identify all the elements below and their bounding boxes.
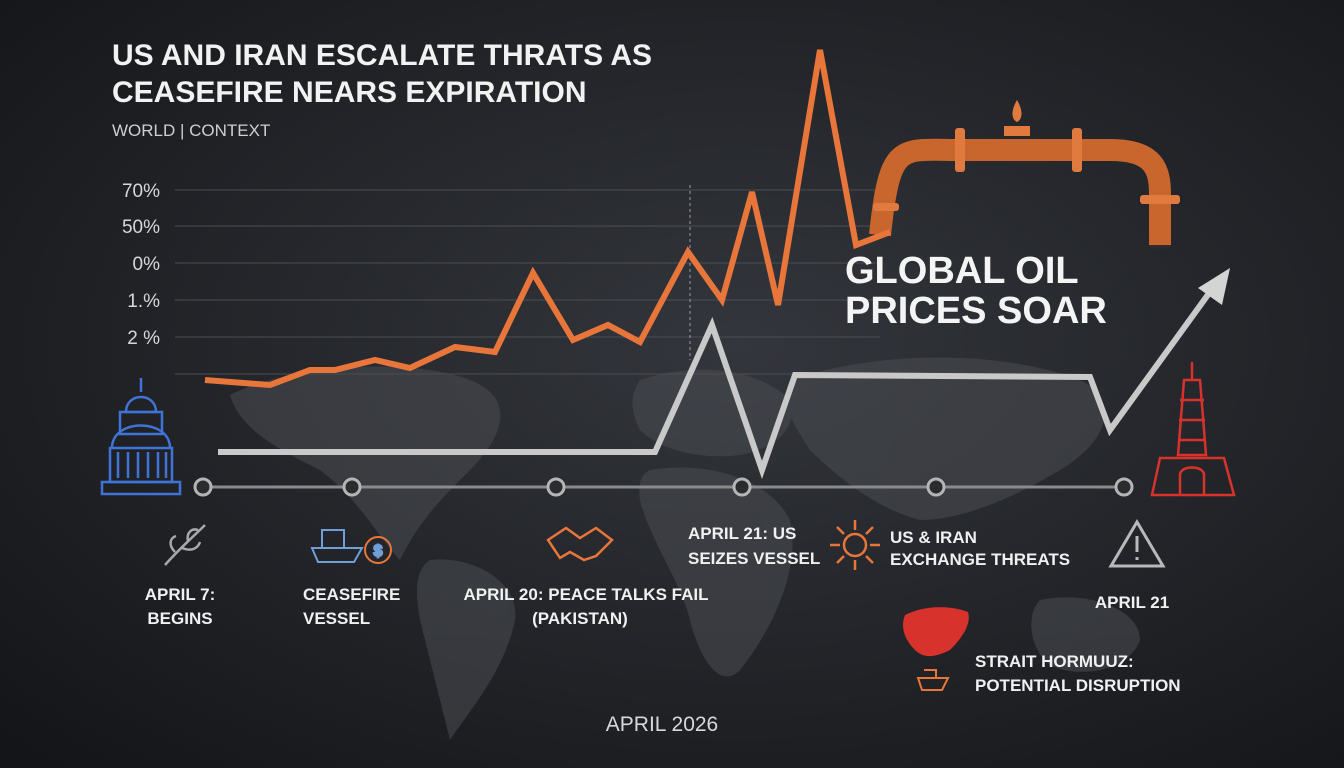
timeline-node	[546, 477, 566, 497]
asia	[786, 357, 1105, 520]
pipe-flange	[955, 128, 965, 172]
south-america	[417, 559, 516, 740]
icon-part	[321, 529, 345, 549]
headline: PRICES SOAR	[845, 290, 1107, 332]
olive-icon	[164, 524, 206, 566]
strait-label: STRAIT HORMUUZ:	[975, 652, 1134, 671]
title: CEASEFIRE NEARS EXPIRATION	[112, 76, 587, 109]
world-map	[230, 357, 1140, 740]
icon-part	[118, 410, 164, 436]
icon-part	[1176, 378, 1208, 457]
icon-part	[310, 547, 364, 563]
title: US AND IRAN ESCALATE THRATS AS	[112, 39, 652, 72]
event-label: VESSEL	[303, 609, 370, 628]
burst-icon	[830, 520, 880, 570]
pipe-flange	[873, 203, 899, 211]
axis-label: 70%	[122, 181, 160, 202]
axis-label: 0%	[133, 254, 161, 275]
axis-label: 1.%	[127, 291, 160, 312]
africa	[639, 467, 793, 677]
icon-part	[364, 536, 392, 564]
icon-part	[1150, 456, 1236, 497]
ship-icon: $	[310, 529, 392, 564]
icon-part	[842, 532, 868, 558]
north-america	[230, 366, 501, 560]
arrow-head	[1198, 268, 1230, 305]
axis-label: 50%	[122, 217, 160, 238]
pipe-valve	[1004, 126, 1030, 136]
event-label: EXCHANGE THREATS	[890, 550, 1070, 569]
tension-line	[218, 283, 1218, 480]
warning-icon	[1108, 519, 1166, 568]
icon-symbol: $	[374, 543, 383, 560]
timeline-node	[1114, 477, 1134, 497]
icon-part	[110, 424, 172, 449]
event-label: SEIZES VESSEL	[688, 549, 820, 568]
event-label: APRIL 7:	[145, 585, 216, 604]
pipe-flange	[1140, 195, 1180, 204]
axis-label: 2 %	[127, 328, 160, 349]
pipeline	[869, 100, 1180, 250]
icon-part	[1108, 519, 1166, 568]
event-label: BEGINS	[147, 609, 212, 628]
oil-price-line	[204, 49, 892, 389]
event-label: APRIL 20: PEACE TALKS FAIL	[464, 585, 709, 604]
footer: APRIL 2026	[606, 713, 718, 736]
subtitle: WORLD | CONTEXT	[112, 121, 270, 140]
event-icons: $	[164, 519, 1166, 691]
strait-map	[903, 607, 969, 657]
event-label: (PAKISTAN)	[532, 609, 628, 628]
timeline-node	[732, 477, 752, 497]
flame	[1012, 100, 1022, 122]
pipe-fade	[1150, 200, 1170, 250]
timeline-node	[342, 477, 362, 497]
icon-part	[1178, 466, 1206, 495]
capitol-icon	[100, 378, 182, 496]
icon-part	[116, 452, 168, 478]
tower-icon	[1150, 362, 1236, 497]
timeline-node	[193, 477, 213, 497]
icon-part	[1178, 398, 1206, 442]
tanker-icon	[916, 669, 950, 691]
event-label: US & IRAN	[890, 528, 977, 547]
event-label: APRIL 21	[1095, 593, 1169, 612]
handshake-icon	[546, 526, 614, 562]
icon-part	[100, 480, 182, 496]
timeline-node	[926, 477, 946, 497]
event-label: CEASEFIRE	[303, 585, 400, 604]
icon-part	[830, 520, 880, 570]
timeline	[193, 477, 1134, 497]
pipe-flange	[1072, 128, 1082, 172]
strait-label: POTENTIAL DISRUPTION	[975, 676, 1181, 695]
event-label: APRIL 21: US	[688, 524, 796, 543]
headline: GLOBAL OIL	[845, 250, 1079, 292]
australia	[1031, 597, 1140, 672]
